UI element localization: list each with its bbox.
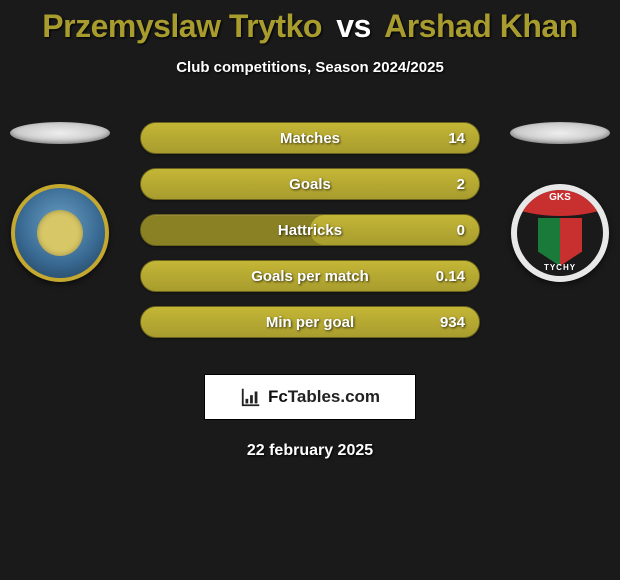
stat-value-right: 0.14 — [436, 261, 465, 291]
club-badge-left — [11, 184, 109, 282]
club-badge-right: GKS TYCHY — [511, 184, 609, 282]
stat-bars: Matches14 Goals2 Hattricks0 Goals per match… — [140, 122, 480, 338]
stat-bar: Hattricks0 — [140, 214, 480, 246]
vs-text: vs — [336, 8, 371, 44]
badge-shield-icon — [538, 218, 582, 266]
subtitle: Club competitions, Season 2024/2025 — [0, 59, 620, 76]
stat-bar: Min per goal934 — [140, 306, 480, 338]
stat-label: Goals per match — [141, 261, 479, 291]
player1-name: Przemyslaw Trytko — [42, 8, 322, 44]
infographic-date: 22 february 2025 — [0, 442, 620, 460]
stat-label: Goals — [141, 169, 479, 199]
stat-value-right: 0 — [457, 215, 465, 245]
stat-label: Min per goal — [141, 307, 479, 337]
comparison-title: Przemyslaw Trytko vs Arshad Khan — [0, 0, 620, 45]
stat-label: Hattricks — [141, 215, 479, 245]
stat-value-right: 934 — [440, 307, 465, 337]
stat-bar: Matches14 — [140, 122, 480, 154]
stat-bar: Goals per match0.14 — [140, 260, 480, 292]
badge-arc-text: GKS — [511, 184, 609, 216]
main-panel: GKS TYCHY Matches14 Goals2 Hattricks0 Goals… — [0, 122, 620, 352]
left-column — [10, 122, 110, 282]
stat-value-right: 2 — [457, 169, 465, 199]
player2-name: Arshad Khan — [384, 8, 578, 44]
chart-icon — [240, 386, 262, 408]
stat-label: Matches — [141, 123, 479, 153]
source-logo: FcTables.com — [204, 374, 416, 420]
brand-text: FcTables.com — [268, 387, 380, 407]
badge-bottom-text: TYCHY — [517, 263, 603, 272]
right-ellipse — [510, 122, 610, 144]
stat-value-right: 14 — [448, 123, 465, 153]
right-column: GKS TYCHY — [510, 122, 610, 282]
left-ellipse — [10, 122, 110, 144]
brand-suffix: Tables.com — [288, 387, 380, 406]
brand-prefix: Fc — [268, 387, 288, 406]
stat-bar: Goals2 — [140, 168, 480, 200]
